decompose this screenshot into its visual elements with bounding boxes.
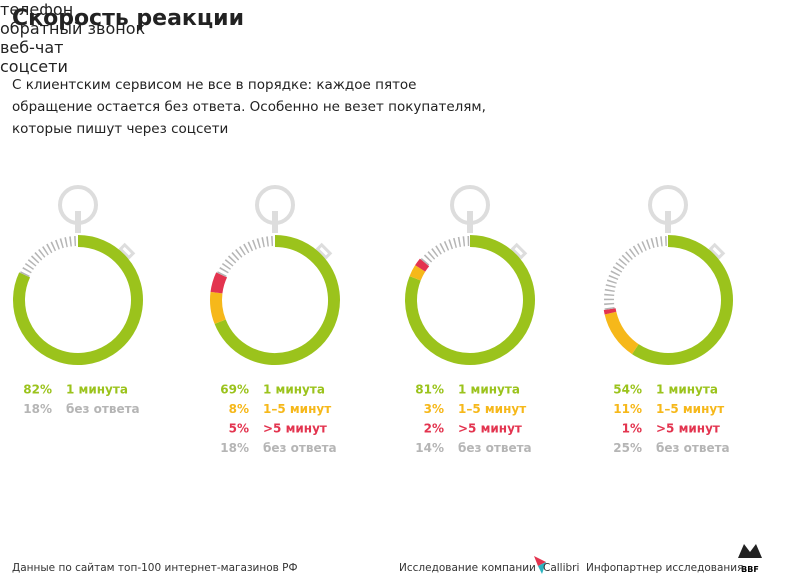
legend-label: 1 минута bbox=[458, 383, 520, 397]
side-button bbox=[118, 242, 136, 260]
legend-label: без ответа bbox=[66, 402, 140, 416]
arc-segment bbox=[409, 265, 426, 281]
arc-segment bbox=[214, 235, 340, 365]
knob bbox=[648, 185, 688, 225]
center-label: телефон bbox=[0, 0, 74, 19]
center-label: соцсети bbox=[0, 57, 68, 76]
legend-value: 3% bbox=[424, 402, 444, 416]
legend-label: 1–5 минут bbox=[656, 402, 724, 416]
legend-label: 1–5 минут bbox=[458, 402, 526, 416]
arc-segment bbox=[13, 235, 143, 365]
legend-value: 18% bbox=[220, 441, 249, 455]
legend-value: 14% bbox=[415, 441, 444, 455]
legend-label: 1 минута bbox=[263, 383, 325, 397]
title: Скорость реакции bbox=[12, 6, 244, 31]
legend-label: >5 минут bbox=[458, 422, 522, 436]
arc-segment bbox=[210, 291, 226, 324]
legend-label: >5 минут bbox=[656, 422, 720, 436]
legend-value: 5% bbox=[229, 422, 249, 436]
legend-value: 11% bbox=[613, 402, 642, 416]
callibri-logo bbox=[534, 556, 546, 574]
legend-value: 1% bbox=[622, 422, 642, 436]
bbf-text: BBF bbox=[741, 565, 759, 574]
knob bbox=[58, 185, 98, 225]
legend-value: 81% bbox=[415, 383, 444, 397]
legend-value: 8% bbox=[229, 402, 249, 416]
legend-label: без ответа bbox=[458, 441, 532, 455]
subtitle: С клиентским сервисом не все в порядке: … bbox=[12, 77, 486, 137]
partner: Инфопартнер исследования bbox=[586, 562, 744, 574]
legend-value: 2% bbox=[424, 422, 444, 436]
arc-segment bbox=[604, 236, 669, 310]
arc-segment bbox=[632, 235, 733, 365]
legend-value: 82% bbox=[23, 383, 52, 397]
research: Исследование компании bbox=[399, 562, 536, 574]
side-button bbox=[510, 242, 528, 260]
bbf-logo bbox=[738, 544, 762, 558]
arc-segment bbox=[20, 236, 79, 278]
knob bbox=[255, 185, 295, 225]
arc-segment bbox=[217, 236, 276, 278]
legend-label: 1 минута bbox=[656, 383, 718, 397]
arc-segment bbox=[405, 235, 535, 365]
side-button bbox=[315, 242, 333, 260]
legend-label: >5 минут bbox=[263, 422, 327, 436]
center-label: обратный звонок bbox=[0, 19, 146, 38]
legend-label: 1–5 минут bbox=[263, 402, 331, 416]
center-label: веб-чат bbox=[0, 38, 64, 57]
legend-value: 69% bbox=[220, 383, 249, 397]
research-brand: Callibri bbox=[543, 562, 580, 574]
arc-segment bbox=[415, 258, 430, 272]
arc-segment bbox=[420, 236, 471, 266]
legend-value: 25% bbox=[613, 441, 642, 455]
legend-value: 54% bbox=[613, 383, 642, 397]
legend-value: 18% bbox=[23, 402, 52, 416]
arc-segment bbox=[210, 272, 228, 294]
arc-segment bbox=[604, 311, 639, 355]
source: Данные по сайтам топ-100 интернет-магази… bbox=[12, 562, 298, 574]
legend-label: без ответа bbox=[656, 441, 730, 455]
knob bbox=[450, 185, 490, 225]
side-button bbox=[708, 242, 726, 260]
arc-segment bbox=[603, 308, 617, 315]
legend-label: 1 минута bbox=[66, 383, 128, 397]
legend-label: без ответа bbox=[263, 441, 337, 455]
